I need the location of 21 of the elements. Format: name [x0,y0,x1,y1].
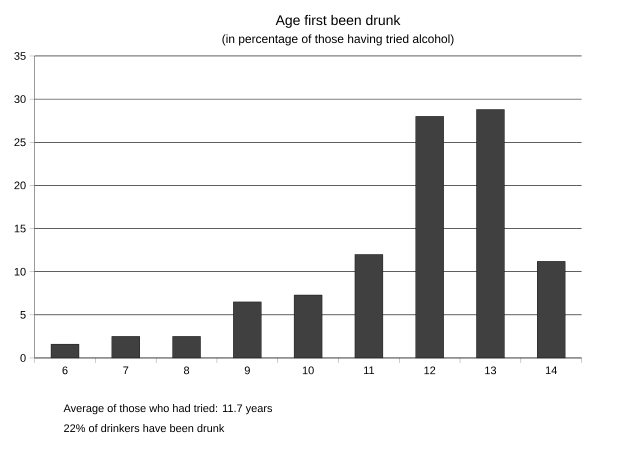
x-tick-label: 13 [485,366,496,374]
x-tick-label: 11 [364,366,374,374]
y-tick-label: 30 [14,95,26,104]
x-tick-label: 7 [123,366,128,374]
y-tick-label: 35 [14,52,26,60]
y-tick-label: 5 [20,311,26,319]
y-tick-label: 25 [14,138,26,146]
x-tick-label: 12 [424,366,436,374]
y-tick-label: 20 [14,182,26,190]
y-tick-label: 10 [14,268,26,276]
x-tick-label: 14 [546,366,557,374]
text: Average of those who had tried: 11.7 years [64,404,272,414]
x-tick-label: 9 [244,366,250,374]
y-tick-label: 0 [20,354,26,362]
text: 22% of drinkers have been drunk [64,424,224,432]
y-tick-label: 15 [14,224,26,232]
chart-subtitle: (in percentage of those having tried alcohol) [222,34,454,46]
x-tick-label: 6 [62,366,68,374]
x-tick-label: 8 [184,366,190,374]
chart-title: Age first been drunk [276,14,400,28]
x-tick-label: 10 [302,366,314,374]
